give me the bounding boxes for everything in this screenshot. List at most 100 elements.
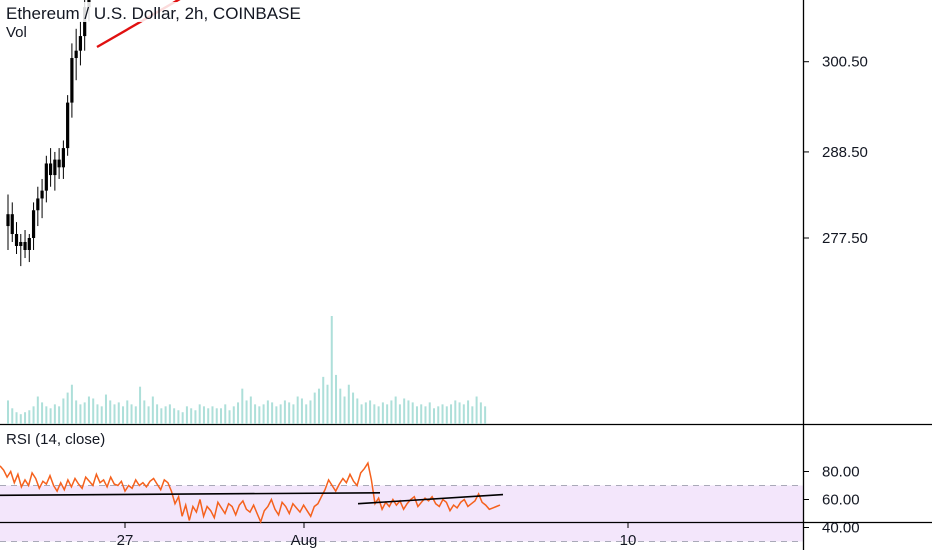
volume-bar	[198, 404, 201, 424]
candle-body	[23, 241, 27, 250]
volume-bar	[283, 400, 286, 424]
chart-title: Ethereum / U.S. Dollar, 2h, COINBASE	[6, 4, 301, 23]
volume-bar	[181, 412, 184, 424]
volume-bar	[232, 406, 235, 424]
volume-bar	[177, 410, 180, 424]
volume-bar	[190, 408, 193, 424]
volume-bar	[11, 408, 14, 424]
volume-bar	[156, 404, 159, 424]
rsi-trendline-right	[357, 493, 504, 505]
candle	[36, 186, 40, 227]
candle-body	[57, 159, 61, 168]
volume-bar	[352, 392, 355, 424]
volume-bar	[433, 408, 435, 424]
volume-bar	[79, 404, 82, 424]
candle	[19, 234, 23, 267]
volume-bar	[309, 400, 312, 424]
volume-bar	[420, 404, 423, 424]
volume-bar	[130, 404, 133, 424]
volume-bar	[398, 404, 401, 424]
candle-body	[53, 159, 57, 176]
volume-bar	[254, 404, 257, 424]
volume-bar	[211, 406, 214, 424]
rsi-axis-tick-label: 40.00	[822, 520, 860, 537]
volume-bar	[139, 386, 142, 424]
volume-bar	[122, 406, 125, 424]
candle-body	[66, 102, 70, 149]
volume-bar	[92, 398, 95, 424]
candle-body	[14, 234, 19, 246]
volume-bar	[241, 388, 244, 424]
volume-bar	[215, 408, 218, 424]
volume-bar	[467, 400, 470, 424]
candle	[31, 202, 36, 250]
volume-bar	[7, 400, 9, 424]
candle-body	[78, 36, 83, 51]
volume-bar	[185, 406, 188, 424]
rsi-trendline-left	[0, 491, 381, 497]
volume-bar	[258, 406, 261, 424]
candle-body	[27, 237, 31, 250]
rsi-line	[0, 461, 501, 525]
candle	[74, 28, 78, 81]
candle	[61, 140, 65, 179]
volume-bar	[224, 404, 227, 424]
candle	[66, 95, 70, 156]
volume-label: Vol	[6, 24, 27, 41]
candle-body	[61, 148, 65, 168]
volume-bar	[271, 402, 274, 424]
time-axis-tick-label: 10	[620, 532, 637, 549]
volume-bar	[437, 406, 440, 424]
volume-bar	[322, 376, 325, 424]
volume-bar	[266, 400, 269, 424]
volume-bar	[479, 402, 482, 424]
candle	[78, 21, 83, 66]
candle-body	[74, 50, 78, 59]
volume-bar	[194, 410, 197, 424]
volume-bar	[36, 396, 39, 424]
volume-bar	[62, 398, 65, 424]
volume-bar	[484, 406, 487, 424]
volume-bar	[386, 404, 389, 424]
volume-bar	[424, 406, 427, 424]
candle	[10, 202, 14, 242]
volume-bar	[96, 404, 99, 424]
volume-bar	[411, 402, 414, 424]
volume-bar	[471, 406, 474, 424]
volume-bar	[428, 402, 431, 424]
volume-bar	[305, 404, 308, 424]
volume-bar	[390, 400, 393, 424]
time-axis-tick-label: Aug	[291, 532, 318, 549]
volume-bar	[458, 402, 461, 424]
volume-bar	[143, 400, 146, 424]
candle-body	[6, 214, 10, 227]
volume-bar	[109, 400, 112, 424]
volume-bar	[279, 404, 282, 424]
volume-bar	[249, 396, 252, 424]
volume-bar	[245, 400, 248, 424]
candle	[70, 43, 74, 118]
candle-body	[10, 214, 14, 235]
volume-bar	[126, 400, 129, 424]
candle	[53, 151, 57, 191]
volume-bar	[360, 404, 363, 424]
volume-bar	[237, 402, 240, 424]
rsi-axis-tick-label: 80.00	[822, 464, 860, 481]
volume-bar	[15, 412, 18, 424]
volume-bar	[147, 406, 150, 424]
volume-bar	[117, 402, 120, 424]
volume-bar	[164, 406, 167, 424]
volume-bar	[87, 396, 90, 424]
volume-bar	[454, 400, 457, 424]
volume-bar	[24, 412, 27, 424]
volume-bar	[207, 408, 210, 424]
volume-bar	[369, 400, 372, 424]
candle-body	[44, 163, 48, 191]
triangle-lower-line	[96, 0, 181, 49]
candle-body	[49, 163, 53, 176]
volume-bar	[377, 406, 380, 424]
volume-bar	[45, 406, 48, 424]
candle-body	[19, 241, 23, 246]
